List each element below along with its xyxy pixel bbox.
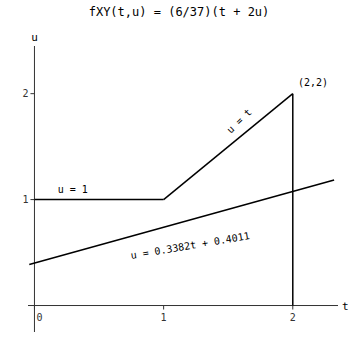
x-tick-label: 1: [161, 312, 167, 323]
boundary-line: [34, 199, 163, 201]
annotation: u = 0.3382t + 0.4011: [130, 230, 251, 261]
x-axis: [28, 305, 338, 306]
title: fXY(t,u) = (6/37)(t + 2u): [89, 5, 270, 19]
plot-area: [29, 94, 334, 306]
x-tick: [292, 306, 293, 310]
x-axis-label: t: [342, 300, 349, 313]
y-tick-label: 2: [22, 88, 28, 99]
y-tick-label: 1: [22, 194, 28, 205]
y-tick: [30, 93, 34, 94]
annotation: (2,2): [298, 77, 328, 88]
boundary-line: [292, 94, 294, 306]
y-axis: [34, 46, 35, 332]
regression-line: [29, 180, 334, 265]
x-tick-label: 0: [36, 312, 42, 323]
y-axis-label: u: [31, 31, 38, 44]
y-tick: [30, 199, 34, 200]
annotation: u = t: [225, 107, 254, 136]
x-tick: [34, 306, 35, 310]
x-tick-label: 2: [290, 312, 296, 323]
boundary-line: [164, 94, 293, 200]
x-tick: [163, 306, 164, 310]
chart: fXY(t,u) = (6/37)(t + 2u) 0 1 2 1 2 t u u = 1 u =…: [0, 0, 358, 342]
annotation: u = 1: [58, 184, 88, 195]
